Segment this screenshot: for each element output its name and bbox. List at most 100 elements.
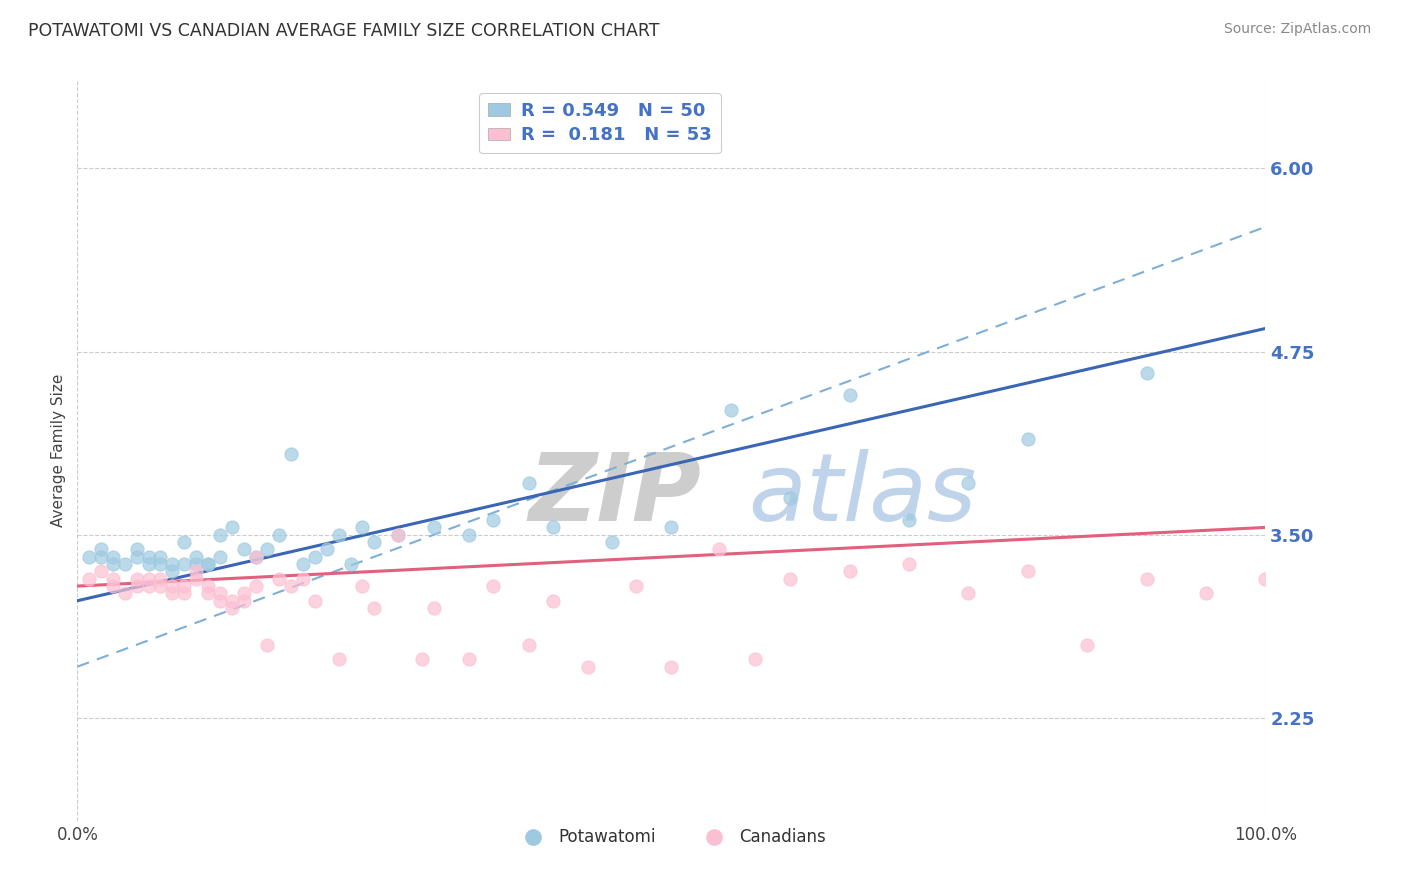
Point <box>138 557 160 571</box>
Point <box>957 586 980 600</box>
Point <box>101 572 124 586</box>
Point <box>292 572 315 586</box>
Point <box>173 586 195 600</box>
Point <box>245 549 267 564</box>
Point <box>1195 586 1218 600</box>
Point <box>541 593 564 607</box>
Point <box>186 572 208 586</box>
Point <box>125 549 148 564</box>
Point <box>458 652 481 666</box>
Point <box>269 528 291 542</box>
Point <box>269 572 291 586</box>
Point <box>744 652 766 666</box>
Point <box>221 601 243 615</box>
Point <box>125 579 148 593</box>
Point <box>779 572 801 586</box>
Point <box>292 557 315 571</box>
Point <box>149 572 172 586</box>
Point <box>125 542 148 557</box>
Point <box>197 579 219 593</box>
Text: atlas: atlas <box>748 450 977 541</box>
Point <box>661 520 683 534</box>
Y-axis label: Average Family Size: Average Family Size <box>51 374 66 527</box>
Point <box>352 579 374 593</box>
Point <box>779 491 801 505</box>
Point <box>256 638 278 652</box>
Point <box>898 513 921 527</box>
Point <box>197 586 219 600</box>
Point <box>162 579 184 593</box>
Point <box>1136 572 1159 586</box>
Point <box>1136 367 1159 381</box>
Point <box>482 579 505 593</box>
Point <box>101 549 124 564</box>
Point <box>363 601 385 615</box>
Point <box>245 549 267 564</box>
Point <box>352 520 374 534</box>
Point <box>280 579 302 593</box>
Point <box>423 520 446 534</box>
Point <box>138 579 160 593</box>
Point <box>707 542 730 557</box>
Legend: Potawatomi, Canadians: Potawatomi, Canadians <box>510 822 832 853</box>
Point <box>197 557 219 571</box>
Point <box>138 549 160 564</box>
Point <box>304 593 326 607</box>
Point <box>101 579 124 593</box>
Point <box>315 542 337 557</box>
Point <box>77 572 100 586</box>
Point <box>387 528 409 542</box>
Point <box>624 579 647 593</box>
Point <box>149 549 172 564</box>
Point <box>173 535 195 549</box>
Point <box>411 652 433 666</box>
Point <box>125 572 148 586</box>
Point <box>245 579 267 593</box>
Point <box>232 542 254 557</box>
Point <box>232 593 254 607</box>
Point <box>328 652 350 666</box>
Point <box>1254 572 1277 586</box>
Point <box>256 542 278 557</box>
Point <box>1076 638 1098 652</box>
Point <box>600 535 623 549</box>
Point <box>173 557 195 571</box>
Text: Source: ZipAtlas.com: Source: ZipAtlas.com <box>1223 22 1371 37</box>
Point <box>838 565 860 579</box>
Point <box>186 549 208 564</box>
Text: POTAWATOMI VS CANADIAN AVERAGE FAMILY SIZE CORRELATION CHART: POTAWATOMI VS CANADIAN AVERAGE FAMILY SI… <box>28 22 659 40</box>
Point <box>221 520 243 534</box>
Point <box>517 638 540 652</box>
Point <box>77 549 100 564</box>
Point <box>90 549 112 564</box>
Point <box>114 586 136 600</box>
Point <box>232 586 254 600</box>
Point <box>482 513 505 527</box>
Point <box>458 528 481 542</box>
Point <box>1017 565 1039 579</box>
Point <box>114 557 136 571</box>
Point <box>387 528 409 542</box>
Point <box>208 593 231 607</box>
Point <box>339 557 361 571</box>
Point <box>363 535 385 549</box>
Point <box>149 579 172 593</box>
Point <box>541 520 564 534</box>
Point <box>162 565 184 579</box>
Text: ZIP: ZIP <box>529 449 702 541</box>
Point <box>186 565 208 579</box>
Point <box>221 593 243 607</box>
Point <box>304 549 326 564</box>
Point <box>328 528 350 542</box>
Point <box>149 557 172 571</box>
Point <box>576 659 599 673</box>
Point <box>1017 433 1039 447</box>
Point <box>197 557 219 571</box>
Point <box>280 447 302 461</box>
Point <box>208 549 231 564</box>
Point <box>90 565 112 579</box>
Point <box>208 528 231 542</box>
Point <box>138 572 160 586</box>
Point <box>173 579 195 593</box>
Point <box>208 586 231 600</box>
